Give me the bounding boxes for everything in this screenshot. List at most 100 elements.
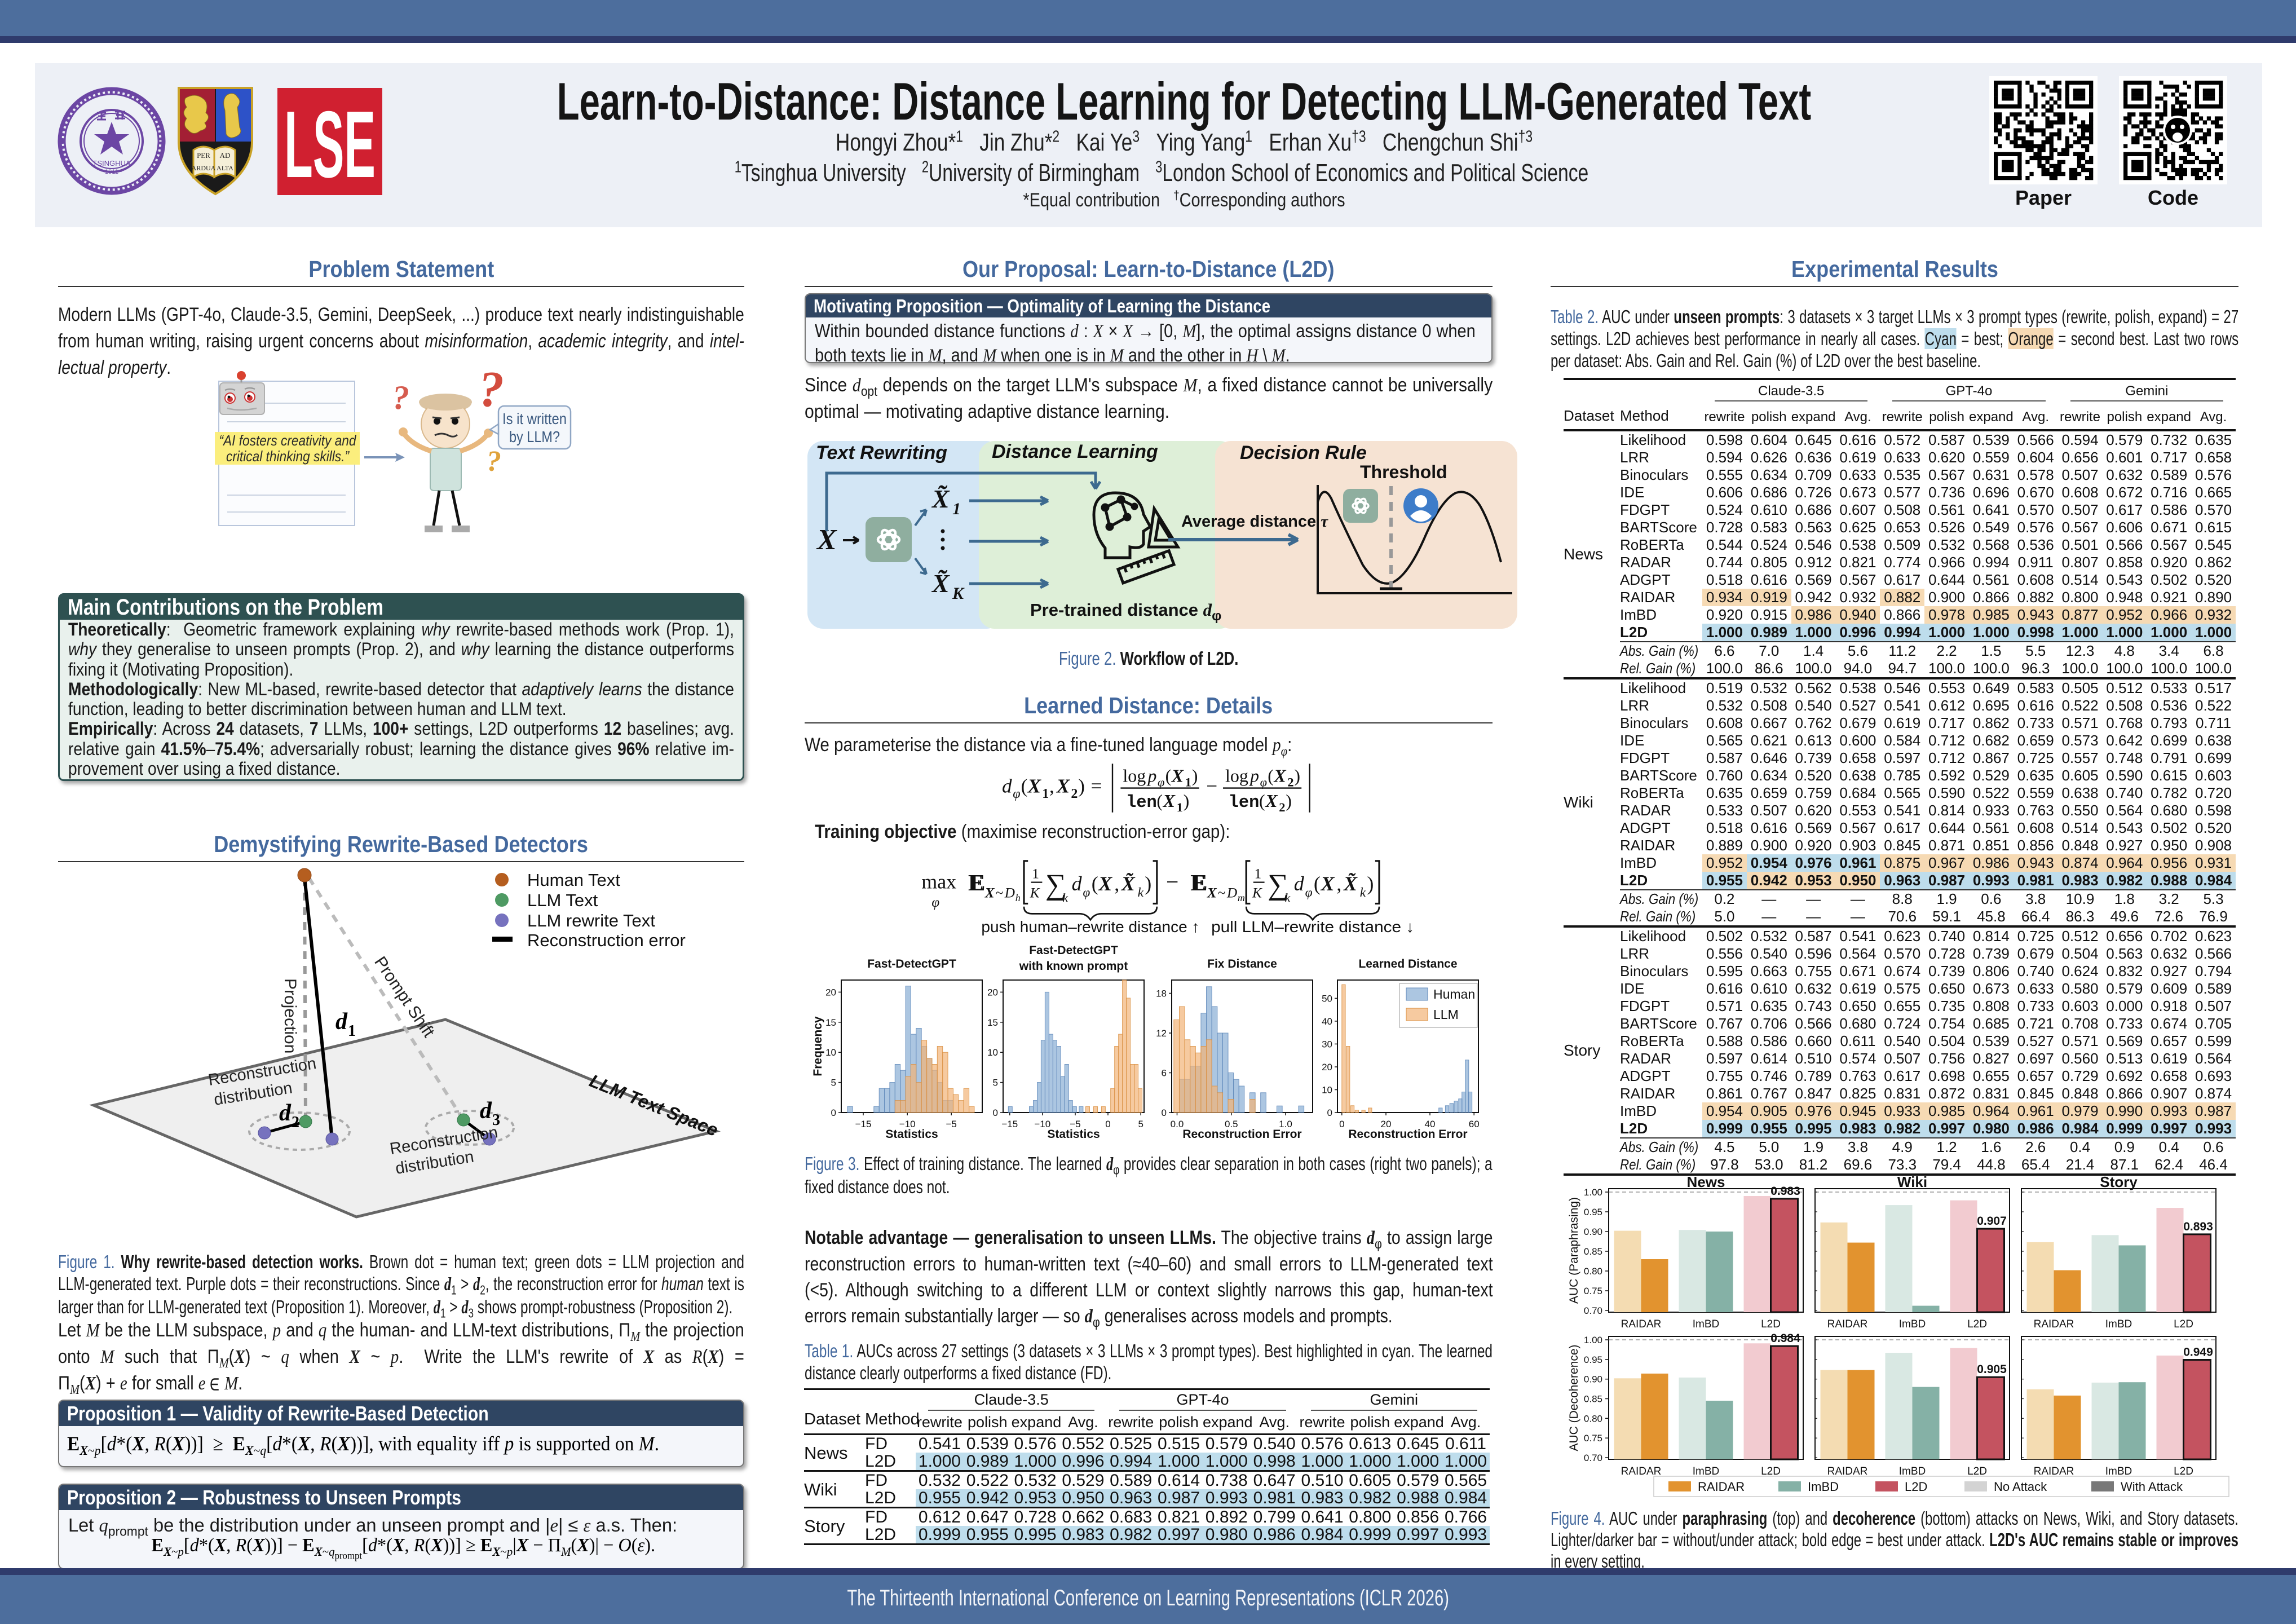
svg-text:~: ~ — [996, 886, 1004, 901]
svg-text:~: ~ — [1218, 886, 1226, 901]
svg-text:k: k — [1360, 885, 1366, 900]
svg-text:φ: φ — [1305, 885, 1313, 900]
svg-text:0: 0 — [1339, 1119, 1344, 1129]
svg-text:AUC (Paraphrasing): AUC (Paraphrasing) — [1568, 1197, 1580, 1304]
svg-text:k: k — [1062, 891, 1068, 904]
svg-text:critical thinking skills.”: critical thinking skills.” — [226, 448, 350, 465]
svg-text:0: 0 — [1105, 1119, 1110, 1129]
svg-text:k: k — [1138, 885, 1144, 900]
svg-text:Statistics: Statistics — [1047, 1128, 1100, 1141]
svg-text:with known prompt: with known prompt — [1019, 960, 1128, 973]
svg-text:φ: φ — [1158, 775, 1164, 789]
svg-text:d: d — [335, 1009, 348, 1035]
svg-text:0: 0 — [1327, 1107, 1332, 1118]
svg-text:ImBD: ImBD — [1808, 1480, 1839, 1494]
svg-text:LLM: LLM — [1433, 1007, 1459, 1022]
svg-text:pull LLM–rewrite distance ↓: pull LLM–rewrite distance ↓ — [1211, 918, 1414, 935]
svg-text:0.0: 0.0 — [1171, 1119, 1184, 1129]
svg-text:E: E — [1192, 870, 1208, 895]
svg-text:): ) — [1192, 765, 1198, 785]
svg-text:1: 1 — [1042, 787, 1049, 801]
svg-text:LSE: LSE — [284, 91, 376, 197]
svg-text:RAIDAR: RAIDAR — [2034, 1466, 2074, 1477]
svg-text:0.75: 0.75 — [1584, 1433, 1602, 1444]
svg-text:X: X — [1207, 886, 1217, 901]
svg-text:0.95: 0.95 — [1584, 1207, 1602, 1217]
svg-text:): ) — [1367, 872, 1374, 895]
svg-text:): ) — [1286, 791, 1292, 811]
svg-text:log: log — [1225, 765, 1248, 785]
svg-text:φ: φ — [1260, 775, 1267, 789]
svg-text:40: 40 — [1425, 1119, 1436, 1129]
svg-text:ImBD: ImBD — [1899, 1466, 1926, 1477]
svg-text:ImBD: ImBD — [2105, 1466, 2132, 1477]
svg-text:12: 12 — [1156, 1028, 1167, 1039]
svg-text:K: K — [952, 584, 965, 603]
svg-text:X: X — [984, 886, 995, 901]
svg-text:(: ( — [1259, 791, 1265, 811]
svg-text:X̃: X̃ — [1121, 872, 1136, 895]
svg-text:Fix Distance: Fix Distance — [1207, 957, 1277, 970]
svg-text:K: K — [1030, 886, 1040, 901]
svg-text:Decision Rule: Decision Rule — [1240, 442, 1367, 464]
svg-text:(: ( — [1314, 872, 1321, 895]
svg-text:p: p — [1146, 765, 1156, 785]
svg-text:RAIDAR: RAIDAR — [1698, 1480, 1745, 1494]
svg-text:15: 15 — [825, 1017, 836, 1028]
svg-text:Reconstruction Error: Reconstruction Error — [1348, 1128, 1467, 1141]
svg-text:d: d — [1002, 775, 1012, 797]
svg-text:Is it written: Is it written — [502, 410, 567, 427]
svg-text:6: 6 — [1162, 1068, 1167, 1079]
svg-text:Projection: Projection — [281, 978, 299, 1053]
svg-text:1: 1 — [1177, 800, 1183, 814]
svg-text:(: ( — [1165, 765, 1172, 785]
svg-text:): ) — [1145, 872, 1151, 895]
svg-text:L2D: L2D — [1967, 1318, 1987, 1330]
svg-text:h: h — [1015, 892, 1021, 903]
svg-text:0.90: 0.90 — [1584, 1374, 1602, 1385]
svg-text:(: ( — [1268, 765, 1274, 785]
svg-text:Distance Learning: Distance Learning — [992, 441, 1158, 462]
svg-text:ImBD: ImBD — [2105, 1318, 2132, 1330]
svg-text:p: p — [1249, 765, 1259, 785]
svg-text:1.00: 1.00 — [1584, 1187, 1602, 1198]
svg-text:20: 20 — [1322, 1062, 1332, 1073]
svg-text:RAIDAR: RAIDAR — [1827, 1466, 1868, 1477]
svg-text:0.893: 0.893 — [2183, 1220, 2213, 1233]
svg-text:X: X — [1027, 775, 1042, 797]
svg-text:d: d — [279, 1100, 292, 1126]
svg-text:0.983: 0.983 — [1770, 1185, 1800, 1198]
svg-text:): ) — [1078, 775, 1085, 797]
svg-text:ImBD: ImBD — [1693, 1466, 1720, 1477]
svg-text:?: ? — [392, 379, 409, 416]
svg-text:d: d — [1294, 872, 1305, 895]
svg-text:−15: −15 — [855, 1119, 872, 1129]
svg-text:L2D: L2D — [1761, 1466, 1781, 1477]
svg-text:0: 0 — [993, 1107, 998, 1118]
svg-text:0.984: 0.984 — [1770, 1332, 1800, 1345]
svg-text:ImBD: ImBD — [1899, 1318, 1926, 1330]
svg-text:k: k — [1285, 891, 1291, 904]
svg-text:1: 1 — [952, 500, 961, 518]
svg-text:RAIDAR: RAIDAR — [1621, 1318, 1662, 1330]
svg-text:ARDUA: ARDUA — [192, 164, 216, 172]
svg-text:1: 1 — [1185, 775, 1191, 789]
svg-text:X: X — [1171, 765, 1184, 785]
svg-text:): ) — [1184, 791, 1190, 811]
svg-text:2: 2 — [1071, 787, 1078, 801]
svg-text:0.80: 0.80 — [1584, 1413, 1602, 1424]
svg-text:−5: −5 — [946, 1119, 957, 1129]
svg-text:Human Text: Human Text — [527, 870, 620, 890]
svg-text:RAIDAR: RAIDAR — [2034, 1318, 2074, 1330]
svg-text:News: News — [1687, 1173, 1725, 1190]
svg-text:Reconstruction error: Reconstruction error — [527, 930, 686, 950]
svg-text:by LLM?: by LLM? — [509, 428, 560, 445]
svg-text:d: d — [1072, 872, 1083, 895]
svg-text:0.80: 0.80 — [1584, 1266, 1602, 1277]
svg-text:E: E — [968, 870, 984, 895]
svg-text:Fast-DetectGPT: Fast-DetectGPT — [867, 957, 956, 970]
svg-text:X: X — [1273, 765, 1286, 785]
svg-text:With Attack: With Attack — [2121, 1480, 2183, 1494]
svg-text:max: max — [921, 870, 956, 893]
svg-text:−: − — [1206, 775, 1217, 797]
